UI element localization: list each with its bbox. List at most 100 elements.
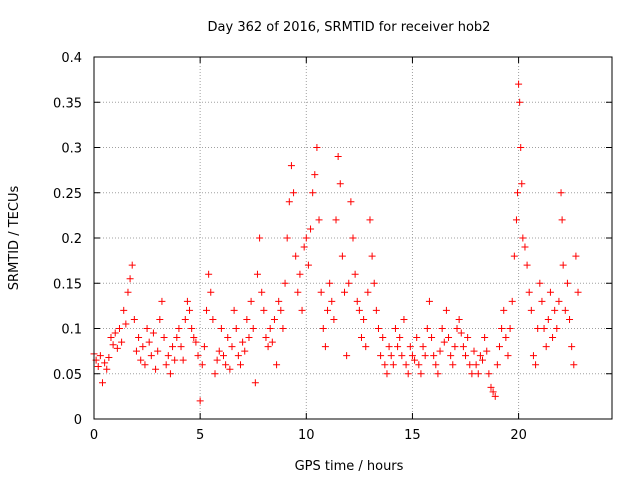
data-point [500, 306, 508, 314]
x-tick-label: 15 [404, 428, 421, 443]
data-point [107, 334, 115, 342]
data-point [425, 297, 433, 305]
data-point [504, 352, 512, 360]
data-point [149, 329, 157, 337]
data-point [559, 261, 567, 269]
data-point [379, 334, 387, 342]
data-point [164, 352, 172, 360]
data-point [553, 325, 561, 332]
data-point [266, 325, 274, 332]
data-point [194, 352, 202, 360]
y-tick-label: 0.2 [61, 232, 82, 247]
data-point [294, 288, 302, 296]
data-point [423, 325, 431, 332]
data-point [334, 153, 342, 161]
y-tick-label: 0.15 [53, 277, 82, 292]
data-point [175, 325, 183, 332]
data-point [205, 270, 213, 278]
data-point [317, 288, 325, 296]
data-point [330, 315, 338, 323]
data-point [428, 334, 436, 342]
data-point [364, 288, 372, 296]
data-point [440, 338, 448, 346]
data-point [385, 343, 393, 351]
data-point [243, 315, 251, 323]
data-point [398, 352, 406, 360]
data-point [518, 180, 526, 188]
data-point [457, 329, 465, 337]
data-point [487, 383, 495, 391]
data-point [290, 189, 298, 197]
data-point [402, 361, 410, 369]
data-point [387, 352, 395, 360]
data-point [113, 344, 121, 352]
data-point [273, 361, 281, 369]
data-point [268, 338, 276, 346]
data-point [198, 361, 206, 369]
x-axis-label: GPS time / hours [295, 459, 404, 474]
x-tick-label: 5 [196, 428, 204, 443]
data-point [311, 171, 319, 179]
data-point [368, 252, 376, 260]
data-point [183, 297, 191, 305]
data-point [525, 288, 533, 296]
data-point [355, 306, 363, 314]
data-point [130, 315, 138, 323]
y-tick-label: 0.05 [53, 368, 82, 383]
data-point [476, 352, 484, 360]
data-point [154, 347, 162, 355]
data-point [343, 352, 351, 360]
data-point [540, 325, 548, 332]
y-tick-label: 0 [74, 413, 82, 428]
data-point [572, 252, 580, 260]
data-point [298, 306, 306, 314]
data-point [472, 361, 480, 369]
data-point [538, 297, 546, 305]
data-point [561, 306, 569, 314]
data-point [126, 275, 134, 283]
data-point [249, 325, 257, 332]
data-point [228, 343, 236, 351]
x-tick-label: 0 [90, 428, 98, 443]
data-point [256, 234, 264, 242]
data-point [124, 288, 132, 296]
y-tick-label: 0.3 [61, 142, 82, 157]
data-point [570, 361, 578, 369]
data-point [451, 343, 459, 351]
data-point [307, 225, 315, 233]
data-point [544, 315, 552, 323]
data-point [179, 356, 187, 364]
chart-title: Day 362 of 2016, SRMTID for receiver hob… [208, 20, 491, 35]
data-point [362, 343, 370, 351]
data-point [304, 261, 312, 269]
data-point [239, 338, 247, 346]
data-point [498, 325, 506, 332]
data-point [516, 98, 524, 106]
data-point [470, 347, 478, 355]
data-point [464, 334, 472, 342]
data-point [222, 361, 230, 369]
data-point [434, 370, 442, 378]
data-point [542, 343, 550, 351]
data-point [338, 252, 346, 260]
data-point [152, 365, 160, 373]
data-point [370, 279, 378, 287]
data-point [332, 216, 340, 224]
y-tick-label: 0.35 [53, 96, 82, 111]
data-point [260, 306, 268, 314]
data-point [232, 325, 240, 332]
data-point [396, 334, 404, 342]
data-point [491, 392, 499, 400]
data-point [181, 315, 189, 323]
data-point [394, 343, 402, 351]
data-point [143, 325, 151, 332]
data-point [245, 334, 253, 342]
data-point [196, 397, 204, 405]
data-point [139, 343, 147, 351]
data-point [536, 279, 544, 287]
data-point [215, 347, 223, 355]
data-point [430, 352, 438, 360]
data-point [135, 334, 143, 342]
data-point [162, 361, 170, 369]
data-point [432, 361, 440, 369]
